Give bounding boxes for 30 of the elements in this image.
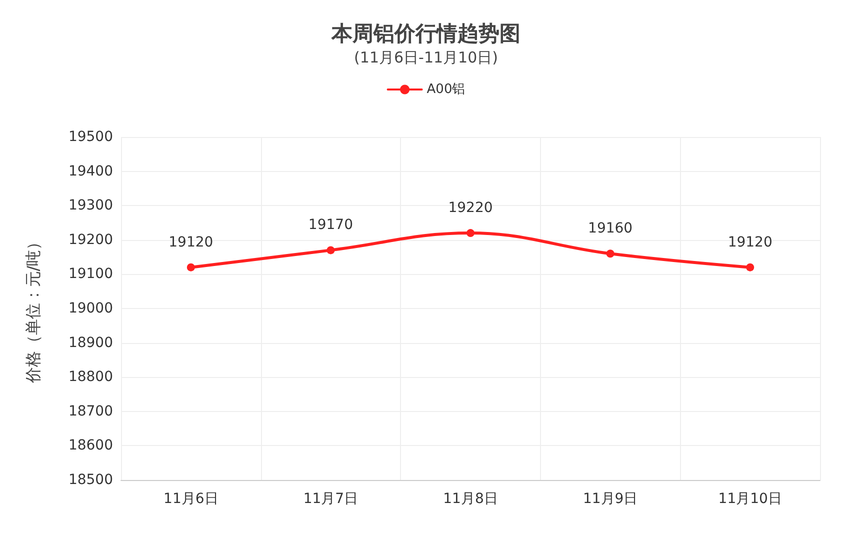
y-tick-label: 19300 <box>68 198 113 214</box>
point <box>466 229 474 238</box>
chart-title: 本周铝价行情趋势图 <box>330 22 520 46</box>
point <box>186 263 195 272</box>
y-tick-label: 18800 <box>68 369 113 386</box>
x-tick-label: 11月6日 <box>164 491 218 507</box>
x-tick-label: 11月10日 <box>718 491 782 507</box>
y-tick-label: 18500 <box>68 472 113 488</box>
point <box>326 246 335 254</box>
chart-subtitle: (11月6日-11月10日) <box>354 48 498 66</box>
y-tick-label: 18700 <box>68 403 113 420</box>
y-tick-label: 19200 <box>68 232 113 248</box>
legend-label: A00铝 <box>426 82 466 97</box>
data-label: 19120 <box>168 234 214 250</box>
y-tick-label: 19400 <box>68 163 113 180</box>
data-label: 19160 <box>588 220 633 237</box>
y-tick-label: 19500 <box>68 129 113 145</box>
y-tick-label: 18900 <box>68 334 113 351</box>
y-axis-title: 价格（单位：元/吨） <box>24 234 42 384</box>
point <box>606 250 614 258</box>
point <box>746 263 754 272</box>
y-tick-label: 18600 <box>68 438 113 454</box>
data-label: 19170 <box>308 217 353 234</box>
x-tick-label: 11月9日 <box>582 491 638 507</box>
y-tick-label: 19000 <box>68 300 113 316</box>
x-tick-label: 11月7日 <box>303 491 358 507</box>
x-tick-label: 11月8日 <box>443 491 498 507</box>
y-tick-label: 19100 <box>68 266 113 282</box>
data-label: 19220 <box>448 200 493 216</box>
data-label: 19120 <box>728 234 772 250</box>
